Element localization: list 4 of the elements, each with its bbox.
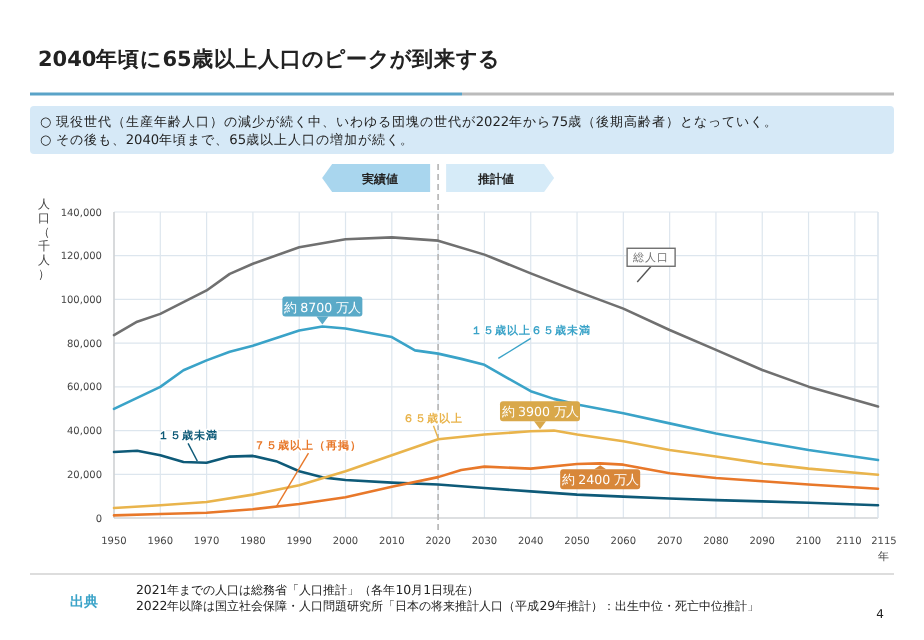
line-series — [112, 449, 880, 507]
line-series — [112, 429, 880, 510]
chart-title: 2040年頃に65歳以上人口のピークが到来する — [38, 46, 500, 72]
line-series — [112, 236, 880, 408]
